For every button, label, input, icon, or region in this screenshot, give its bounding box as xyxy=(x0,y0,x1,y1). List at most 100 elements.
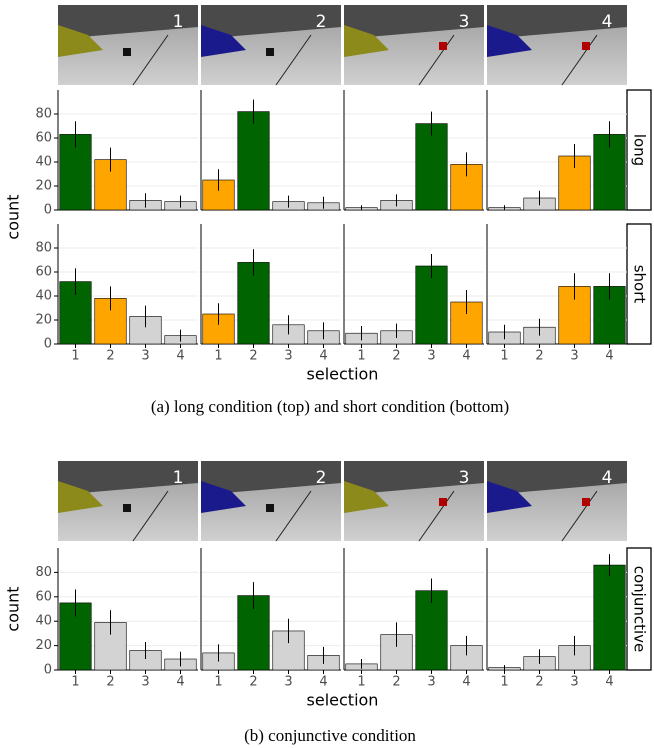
y-tick-label: 20 xyxy=(35,179,52,194)
bar xyxy=(415,123,448,211)
x-tick-label: 3 xyxy=(284,349,292,364)
x-tick-label: 3 xyxy=(570,675,578,690)
thumbnail-wall xyxy=(58,461,198,495)
thumbnail-cube xyxy=(439,498,447,506)
x-tick-label: 3 xyxy=(570,349,578,364)
x-tick-label: 3 xyxy=(427,349,435,364)
row-strip xyxy=(626,547,652,671)
y-tick-label: 80 xyxy=(35,565,52,580)
thumbnail-cube xyxy=(266,504,274,512)
thumbnail-wall xyxy=(58,5,198,39)
panel-title: 4 xyxy=(602,468,613,488)
row-strip xyxy=(626,223,652,345)
x-tick-label: 2 xyxy=(249,675,257,690)
panel-title: 2 xyxy=(316,12,327,32)
x-tick-label: 3 xyxy=(284,675,292,690)
x-tick-label: 3 xyxy=(141,675,149,690)
thumbnail-line xyxy=(418,34,455,86)
caption: (b) conjunctive condition xyxy=(244,726,416,745)
y-tick-label: 60 xyxy=(35,131,52,146)
y-tick-label: 0 xyxy=(44,203,52,218)
x-tick-label: 1 xyxy=(500,349,508,364)
row-label: short xyxy=(631,265,649,304)
bar xyxy=(237,111,270,211)
y-tick-label: 40 xyxy=(35,289,52,304)
x-tick-label: 4 xyxy=(319,349,327,364)
x-tick-label: 2 xyxy=(106,675,114,690)
x-tick-label: 4 xyxy=(605,675,613,690)
caption: (a) long condition (top) and short condi… xyxy=(151,397,509,416)
y-tick-label: 60 xyxy=(35,265,52,280)
y-axis-label: count xyxy=(4,586,23,631)
x-tick-label: 1 xyxy=(357,349,365,364)
panel-title: 4 xyxy=(602,12,613,32)
row-label: long xyxy=(631,134,649,166)
row-strip xyxy=(626,89,652,211)
x-tick-label: 4 xyxy=(176,349,184,364)
thumbnail-line xyxy=(418,490,455,542)
thumbnail-cube xyxy=(266,48,274,56)
thumbnail-line xyxy=(275,34,312,86)
x-tick-label: 1 xyxy=(214,675,222,690)
x-axis-label: selection xyxy=(307,365,379,384)
x-tick-label: 1 xyxy=(357,675,365,690)
thumbnail-cube xyxy=(439,42,447,50)
y-tick-label: 80 xyxy=(35,107,52,122)
thumbnail-wall xyxy=(201,5,341,39)
x-tick-label: 4 xyxy=(605,349,613,364)
x-tick-label: 1 xyxy=(71,675,79,690)
bar xyxy=(415,590,448,671)
thumbnail-line xyxy=(132,34,169,86)
thumbnail-wall xyxy=(487,461,627,495)
thumbnail-wall xyxy=(201,461,341,495)
x-tick-label: 2 xyxy=(535,349,543,364)
row-label: conjunctive xyxy=(631,566,649,653)
x-tick-label: 4 xyxy=(462,675,470,690)
x-tick-label: 3 xyxy=(427,675,435,690)
thumbnail-ramp xyxy=(487,25,532,57)
thumbnail-cube xyxy=(582,42,590,50)
x-tick-label: 1 xyxy=(214,349,222,364)
thumbnail-ramp xyxy=(344,481,389,513)
panel-title: 1 xyxy=(173,12,184,32)
x-tick-label: 3 xyxy=(141,349,149,364)
thumbnail-line xyxy=(275,490,312,542)
thumbnail-ramp xyxy=(201,481,246,513)
thumbnail-cube xyxy=(123,504,131,512)
x-tick-label: 4 xyxy=(462,349,470,364)
x-tick-label: 1 xyxy=(71,349,79,364)
thumbnail-line xyxy=(132,490,169,542)
thumbnail-wall xyxy=(487,5,627,39)
thumbnail-ramp xyxy=(201,25,246,57)
bar xyxy=(593,564,626,671)
y-tick-label: 20 xyxy=(35,638,52,653)
x-tick-label: 4 xyxy=(176,675,184,690)
y-tick-label: 40 xyxy=(35,614,52,629)
bar xyxy=(415,265,448,345)
thumbnail-cube xyxy=(123,48,131,56)
thumbnail-ramp xyxy=(344,25,389,57)
x-tick-label: 4 xyxy=(319,675,327,690)
thumbnail-ramp xyxy=(58,481,103,513)
x-axis-label: selection xyxy=(307,691,379,710)
x-tick-label: 2 xyxy=(106,349,114,364)
x-tick-label: 2 xyxy=(249,349,257,364)
thumbnail-line xyxy=(561,34,598,86)
thumbnail-wall xyxy=(344,461,484,495)
y-tick-label: 0 xyxy=(44,337,52,352)
x-tick-label: 2 xyxy=(392,675,400,690)
y-tick-label: 60 xyxy=(35,589,52,604)
panel-title: 1 xyxy=(173,468,184,488)
y-tick-label: 80 xyxy=(35,241,52,256)
x-tick-label: 2 xyxy=(535,675,543,690)
y-tick-label: 0 xyxy=(44,663,52,678)
panel-title: 2 xyxy=(316,468,327,488)
panel-title: 3 xyxy=(459,12,470,32)
thumbnail-wall xyxy=(344,5,484,39)
thumbnail-ramp xyxy=(487,481,532,513)
y-tick-label: 40 xyxy=(35,155,52,170)
thumbnail-ramp xyxy=(58,25,103,57)
panel-title: 3 xyxy=(459,468,470,488)
x-tick-label: 1 xyxy=(500,675,508,690)
bar xyxy=(237,262,270,345)
